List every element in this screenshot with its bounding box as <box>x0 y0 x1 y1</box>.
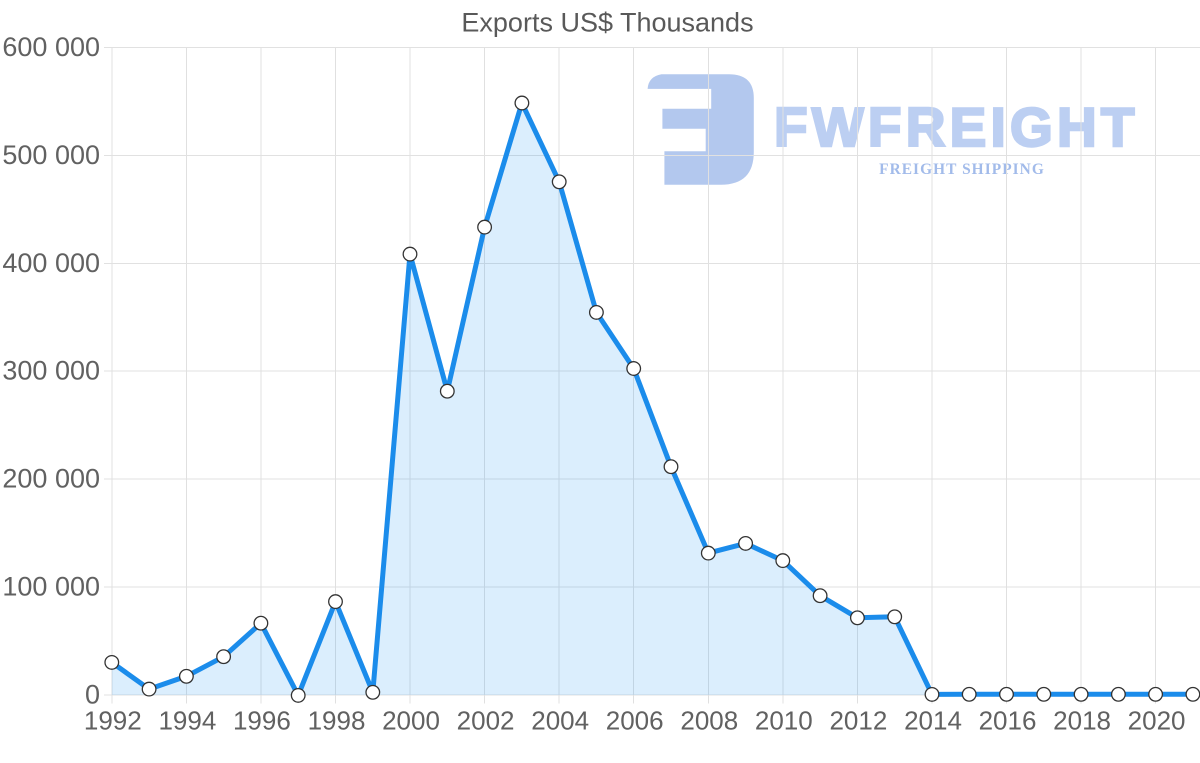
svg-text:2016: 2016 <box>979 705 1037 735</box>
svg-text:1992: 1992 <box>84 705 142 735</box>
svg-text:1998: 1998 <box>308 705 366 735</box>
svg-text:2010: 2010 <box>755 705 813 735</box>
svg-text:600 000: 600 000 <box>2 32 100 62</box>
svg-text:300 000: 300 000 <box>2 356 100 386</box>
svg-text:200 000: 200 000 <box>2 464 100 494</box>
svg-text:2018: 2018 <box>1053 705 1111 735</box>
svg-text:2014: 2014 <box>904 705 962 735</box>
svg-text:2002: 2002 <box>457 705 515 735</box>
svg-text:Exports US$ Thousands: Exports US$ Thousands <box>461 7 753 37</box>
svg-text:500 000: 500 000 <box>2 140 100 170</box>
svg-text:1994: 1994 <box>158 705 216 735</box>
svg-text:2006: 2006 <box>606 705 664 735</box>
svg-text:FREIGHT SHIPPING: FREIGHT SHIPPING <box>879 161 1045 178</box>
svg-text:100 000: 100 000 <box>2 572 100 602</box>
svg-text:2000: 2000 <box>382 705 440 735</box>
svg-text:2008: 2008 <box>680 705 738 735</box>
svg-text:2012: 2012 <box>829 705 887 735</box>
svg-text:2020: 2020 <box>1128 705 1186 735</box>
svg-text:FWFREIGHT: FWFREIGHT <box>774 96 1139 158</box>
svg-text:1996: 1996 <box>233 705 291 735</box>
svg-text:400 000: 400 000 <box>2 248 100 278</box>
svg-text:2004: 2004 <box>531 705 589 735</box>
svg-text:0: 0 <box>85 680 100 710</box>
